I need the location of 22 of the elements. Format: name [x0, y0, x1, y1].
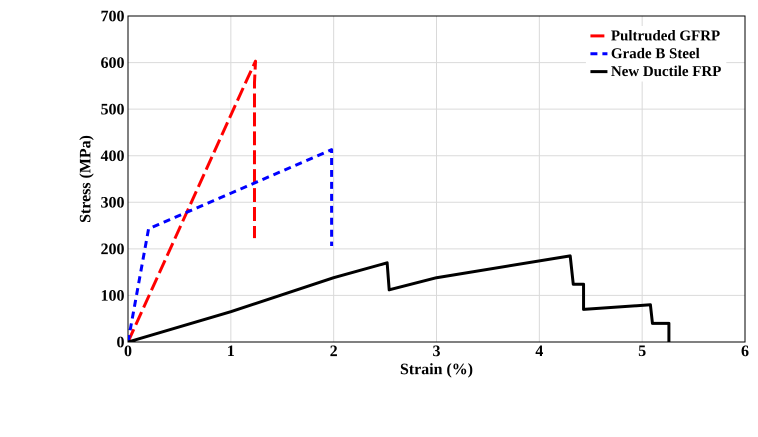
y-tick-label: 100	[102, 290, 124, 301]
x-tick-label: 5	[638, 346, 646, 356]
legend-label: Grade B Steel	[612, 48, 700, 58]
y-tick-label: 600	[101, 57, 124, 68]
legend-label: New Ductile FRP	[611, 66, 721, 76]
x-tick-label: 6	[742, 346, 749, 356]
x-tick-label: 0	[124, 346, 132, 356]
x-tick-label: 1	[228, 346, 234, 356]
y-tick-label: 0	[117, 336, 124, 348]
y-tick-label: 300	[101, 196, 124, 208]
line-series	[128, 148, 334, 342]
x-tick-label: 4	[536, 346, 544, 356]
y-tick-label: 400	[100, 150, 124, 162]
x-axis-title: Strain (%)	[400, 363, 472, 378]
y-axis-title: Stress (MPa)	[79, 136, 94, 222]
x-tick-label: 2	[330, 346, 337, 356]
x-tick-label: 3	[433, 346, 440, 356]
y-tick-label: 500	[101, 104, 124, 115]
y-tick-label: 200	[101, 243, 124, 254]
y-tick-label: 700	[101, 10, 124, 22]
line-series	[128, 60, 258, 342]
legend-label: Pultruded GFRP	[611, 30, 720, 41]
